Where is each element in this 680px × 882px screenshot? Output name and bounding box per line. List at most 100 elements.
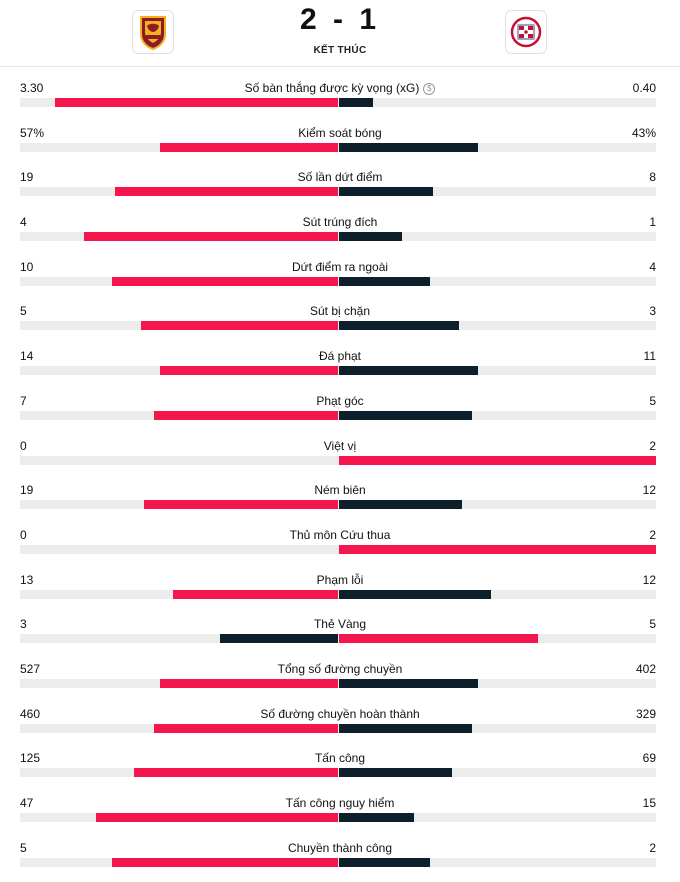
match-status: KẾT THÚC (313, 45, 367, 56)
stat-row: 460 Số đường chuyền hoàn thành 329 (0, 693, 680, 738)
home-stat-bar (55, 98, 338, 107)
away-stat-value: 2 (649, 840, 656, 855)
stat-bar-track (20, 276, 656, 286)
home-stat-value: 125 (20, 751, 41, 766)
away-stat-value: 12 (642, 483, 656, 498)
home-stat-bar (112, 276, 338, 286)
stat-row: 5 Chuyền thành công 2 (0, 827, 680, 872)
stat-label: Số đường chuyền hoàn thành (0, 707, 680, 721)
away-stat-bar (339, 589, 491, 599)
home-stat-value: 10 (20, 259, 34, 274)
stat-row: 4 Sút trúng đích 1 (0, 201, 680, 246)
info-icon[interactable]: $ (423, 82, 436, 95)
home-stat-bar (115, 187, 338, 197)
stat-label: Ném biên (0, 483, 680, 497)
stat-row: 125 Tấn công 69 (0, 737, 680, 782)
stat-label-text: Dứt điểm ra ngoài (291, 259, 389, 274)
away-stat-value: 329 (635, 706, 656, 721)
home-stat-value: 460 (20, 706, 41, 721)
home-stat-bar (160, 366, 338, 376)
home-stat-value: 19 (20, 170, 34, 185)
stat-label-text: Thẻ Vàng (313, 617, 367, 632)
home-stat-bar (160, 678, 338, 688)
away-stat-bar (339, 857, 430, 867)
away-stat-value: 1 (649, 215, 656, 230)
stat-row: 7 Phạt góc 5 (0, 380, 680, 425)
stat-label: Tổng số đường chuyền (0, 662, 680, 676)
stat-label-text: Việt vị (323, 438, 357, 453)
stat-bar-track (20, 857, 656, 867)
away-stat-value: 5 (649, 393, 656, 408)
home-stat-bar (134, 768, 338, 778)
away-stat-value: 3 (649, 304, 656, 319)
stat-label-text: Ném biên (314, 483, 366, 498)
away-stat-bar (339, 276, 430, 286)
away-stat-bar (339, 410, 472, 420)
away-stat-bar (339, 768, 452, 778)
stat-row: 19 Số lần dứt điểm 8 (0, 156, 680, 201)
stat-bar-track (20, 678, 656, 688)
stat-label: Sút trúng đích (0, 215, 680, 229)
stat-label-text: Số bàn thắng được kỳ vọng (xG) (244, 81, 420, 95)
away-stat-bar (339, 366, 478, 376)
home-stat-value: 57% (20, 125, 45, 140)
home-stat-value: 3.30 (20, 81, 44, 95)
home-stat-value: 4 (20, 215, 27, 230)
match-score: 2 - 1 (299, 3, 381, 36)
away-stat-bar (339, 544, 656, 554)
away-stat-value: 402 (635, 661, 656, 676)
away-stat-bar (339, 455, 656, 465)
away-stat-bar (339, 678, 478, 688)
stat-label: Thủ môn Cứu thua (0, 528, 680, 542)
stat-label-text: Đá phạt (318, 349, 362, 364)
stat-label-text: Số đường chuyền hoàn thành (260, 706, 420, 721)
home-stat-bar (144, 500, 338, 510)
stat-label: Kiểm soát bóng (0, 126, 680, 140)
stat-bar-track (20, 366, 656, 376)
stat-bar-track (20, 723, 656, 733)
stat-label: Dứt điểm ra ngoài (0, 260, 680, 274)
away-stat-value: 15 (642, 796, 656, 810)
stat-row: 0 Việt vị 2 (0, 425, 680, 470)
stat-bar-track (20, 634, 656, 644)
stat-bar-track (20, 232, 656, 242)
stat-row: 3 Thẻ Vàng 5 (0, 603, 680, 648)
stat-label-text: Thủ môn Cứu thua (289, 527, 391, 542)
home-stat-bar (154, 723, 338, 733)
stat-row: 527 Tổng số đường chuyền 402 (0, 648, 680, 693)
away-stat-bar (339, 634, 538, 644)
stat-bar-track (20, 142, 656, 152)
cremonese-crest-icon[interactable] (505, 10, 547, 54)
home-stat-bar (160, 142, 338, 152)
away-stat-value: 43% (631, 125, 656, 140)
home-stat-bar (112, 857, 338, 867)
stat-label-text: Chuyền thành công (287, 840, 393, 855)
stat-bar-track (20, 321, 656, 331)
home-stat-value: 0 (20, 438, 27, 453)
stat-label-text: Sút bị chặn (309, 304, 371, 319)
stat-label: Phạt góc (0, 394, 680, 408)
stat-row: 10 Dứt điểm ra ngoài 4 (0, 246, 680, 291)
as-roma-crest-icon[interactable] (132, 10, 174, 54)
away-stat-value: 0.40 (632, 81, 656, 95)
away-stat-value: 8 (649, 170, 656, 185)
home-stat-value: 13 (20, 572, 34, 587)
stat-label: Số bàn thắng được kỳ vọng (xG) $ (0, 81, 680, 95)
home-stat-bar (84, 232, 338, 242)
stat-label-text: Tổng số đường chuyền (277, 661, 403, 676)
stat-row: 47 Tấn công nguy hiểm 15 (0, 782, 680, 827)
home-stat-value: 5 (20, 840, 27, 855)
away-stat-value: 11 (643, 349, 656, 364)
home-stat-value: 7 (20, 393, 27, 408)
away-stat-value: 12 (642, 572, 656, 587)
stat-bar-track (20, 500, 656, 510)
home-stat-value: 5 (20, 304, 27, 319)
stat-label-text: Kiểm soát bóng (298, 125, 382, 140)
stat-label: Sút bị chặn (0, 304, 680, 318)
stat-row: 0 Thủ môn Cứu thua 2 (0, 514, 680, 559)
stat-label-text: Tấn công nguy hiểm (285, 796, 395, 810)
stat-bar-track (20, 187, 656, 197)
match-header: 2 - 1 KẾT THÚC (0, 0, 680, 64)
stat-label-text: Phạm lỗi (316, 572, 364, 587)
stats-list: 3.30 Số bàn thắng được kỳ vọng (xG) $0.40 5… (0, 67, 680, 871)
